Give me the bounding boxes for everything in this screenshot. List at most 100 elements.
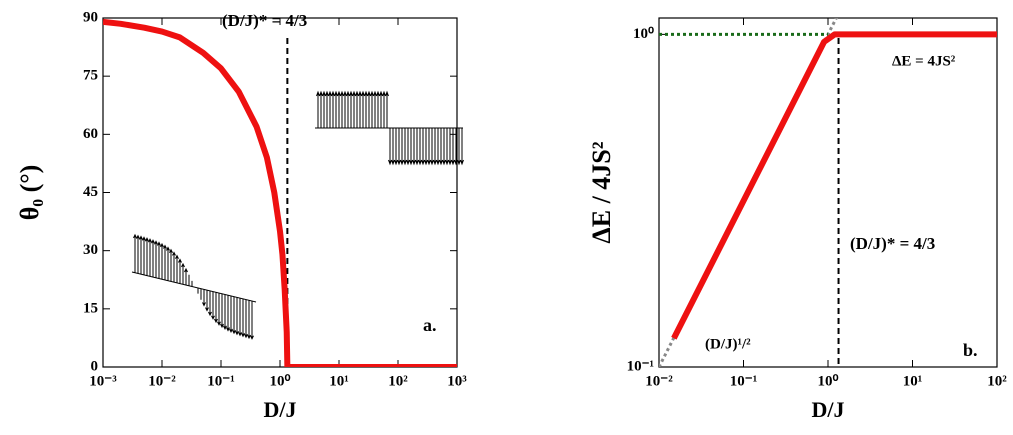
spin-head [346,90,350,97]
spin-head [457,159,461,166]
spin-head [217,321,221,326]
y-tick-label: 60 [83,126,98,142]
spin-head [364,90,368,97]
x-axis-label: D/J [812,397,845,422]
x-tick-label: 10⁰ [269,373,290,389]
spin-head [163,244,167,249]
y-tick-label: 30 [83,242,98,258]
spin-head [400,159,404,166]
spin-head [229,328,233,334]
annotation: b. [963,340,978,360]
spin-head [412,159,416,166]
spin-head [235,331,239,336]
spin-head [184,267,188,273]
spin-head [367,90,371,97]
spin-head [361,90,365,97]
spin-head [391,159,395,166]
x-axis-label: D/J [264,397,297,422]
spin-head [166,246,170,251]
y-tick-label: 15 [83,300,98,316]
spin-head [238,332,242,337]
spin-head [442,159,446,166]
data-line [103,18,457,367]
x-tick-label: 10¹ [329,373,349,389]
spin-head [220,323,224,329]
spin-head [352,90,356,97]
spin-head [340,90,344,97]
annotation: (D/J)* = 4/3 [850,234,935,253]
spin-head [349,90,353,97]
spin-head [175,254,179,259]
spin-head [319,90,323,97]
x-tick-label: 10⁻² [645,373,673,389]
spin-head [379,90,383,97]
spin-head [328,90,332,97]
spin-head [232,329,236,335]
spin-head [181,262,185,268]
spin-head [151,239,155,244]
spin-head [211,315,215,320]
y-tick-label: 10⁰ [633,26,654,42]
spin-head [247,334,251,340]
x-tick-label: 10⁻³ [89,373,117,389]
spin-head [421,159,425,166]
x-tick-label: 10³ [447,373,467,389]
spin-head [382,90,386,97]
x-tick-label: 10⁰ [817,373,838,389]
spin-head [397,159,401,166]
spin-head [244,333,248,339]
annotation: (D/J)¹/² [705,336,751,352]
spin-head [418,159,422,166]
y-axis-label: θ₀ (°) [15,165,44,221]
spin-head [148,238,152,243]
spin-head [316,90,320,97]
spin-head [403,159,407,166]
y-axis-label: ΔE / 4JS² [587,141,616,243]
spin-head [394,159,398,166]
spin-head [343,90,347,97]
y-tick-label: 0 [91,358,99,374]
annotation: a. [423,315,437,335]
y-tick-label: 10⁻¹ [627,358,654,374]
x-tick-label: 10⁻¹ [730,373,757,389]
spin-head [358,90,362,97]
spin-head [139,235,143,240]
spin-head [370,90,374,97]
spin-head [322,90,326,97]
x-tick-label: 10⁻² [148,373,176,389]
spin-head [145,237,149,242]
spin-head [454,159,458,166]
spin-inset [131,233,257,340]
spin-head [409,159,413,166]
x-tick-label: 10⁻¹ [207,373,234,389]
spin-head [250,335,254,340]
spin-head [436,159,440,166]
spin-head [337,90,341,97]
data-line [671,31,997,340]
plot-frame [102,17,458,368]
spin-head [448,159,452,166]
spin-head [433,159,437,166]
spin-head [160,242,164,248]
spin-head [406,159,410,166]
spin-head [388,159,392,166]
spin-head [142,236,146,241]
spin-head [424,159,428,166]
spin-head [223,325,227,331]
y-tick-label: 75 [83,68,98,84]
y-tick-label: 90 [83,9,98,25]
spin-head [136,234,140,239]
spin-head [202,302,206,307]
spin-head [451,159,455,166]
spin-head [226,327,230,332]
spin-head [331,90,335,97]
x-tick-label: 10² [987,373,1007,389]
spin-head [172,251,176,256]
annotation: ΔE = 4JS² [892,53,956,69]
spin-head [439,159,443,166]
spin-head [133,233,137,239]
spin-head [385,90,389,97]
spin-head [415,159,419,166]
spin-head [430,159,434,166]
